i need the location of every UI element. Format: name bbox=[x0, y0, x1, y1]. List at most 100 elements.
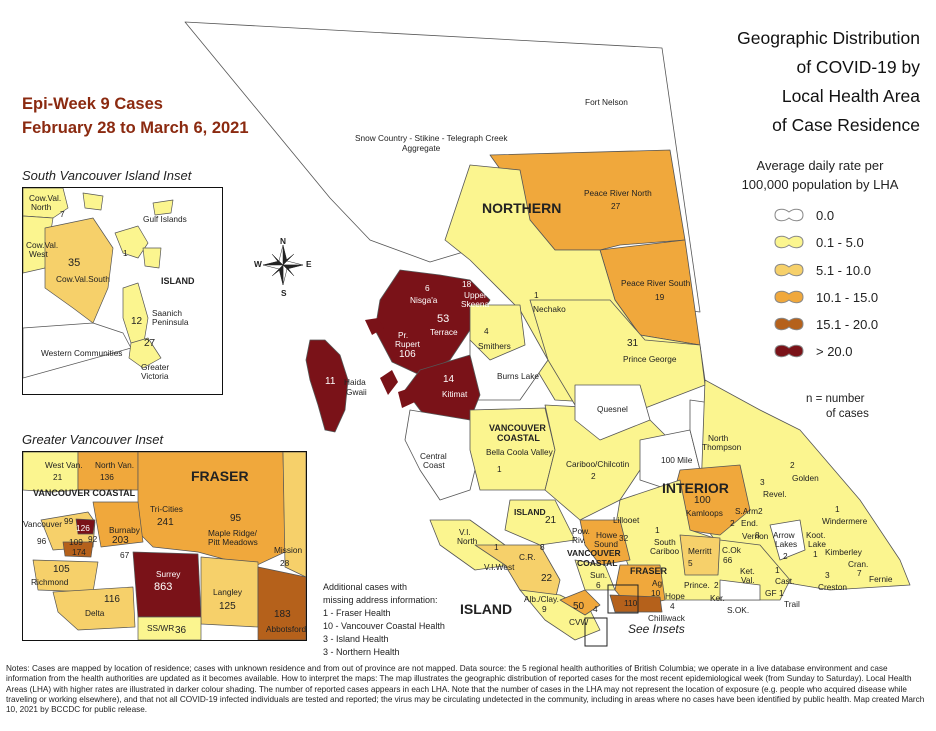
map-lha-smithers bbox=[469, 304, 526, 361]
lha-label-golden: Golden bbox=[792, 473, 819, 483]
gv-count-mission: 28 bbox=[280, 558, 290, 568]
legend-subtitle-line2: 100,000 population by LHA bbox=[741, 177, 899, 192]
region-label-vc-small-line2: COASTAL bbox=[577, 558, 618, 568]
lha-label-fernie: Fernie bbox=[869, 574, 893, 584]
legend-item-label: > 20.0 bbox=[816, 343, 853, 359]
legend-item-label: 5.1 - 10.0 bbox=[816, 262, 871, 278]
lha-count-gf: 1 bbox=[779, 588, 784, 598]
epi-week-line2: February 28 to March 6, 2021 bbox=[22, 119, 249, 137]
lha-label-smithers: Smithers bbox=[478, 341, 511, 351]
lha-label-end: End. bbox=[741, 518, 759, 528]
gv-count-sswr: 36 bbox=[175, 625, 187, 636]
gv-count-richmond: 105 bbox=[53, 564, 70, 575]
legend-item: 5.1 - 10.0 bbox=[772, 261, 871, 279]
gv-count-174: 174 bbox=[72, 547, 86, 557]
map-title: Geographic Distribution of COVID-19 by L… bbox=[660, 24, 920, 140]
lha-label-howe-2: Sound bbox=[594, 539, 618, 549]
additional-line6: 3 - Northern Health bbox=[323, 647, 400, 657]
gv-count-mapleridge: 95 bbox=[230, 513, 242, 524]
gv-label-tricities: Tri-Cities bbox=[150, 504, 183, 514]
map-lha-merritt bbox=[679, 534, 721, 576]
lha-label-kitimat: Kitimat bbox=[442, 389, 468, 399]
lha-label-revel: Revel. bbox=[763, 489, 787, 499]
compass-s: S bbox=[281, 288, 287, 298]
map-lha-fraser-valley bbox=[609, 594, 663, 613]
lha-count-ag: 10 bbox=[651, 588, 661, 598]
lha-label-koot-2: Lake bbox=[808, 539, 826, 549]
gv-label-northvan: North Van. bbox=[95, 460, 135, 470]
gv-label-sswr: SS/WR bbox=[147, 623, 175, 633]
lha-count-arrow: 2 bbox=[783, 551, 788, 561]
lha-label-s-ok: S.OK. bbox=[727, 605, 750, 615]
lha-label-fort-nelson: Fort Nelson bbox=[585, 97, 628, 107]
svi-lha-cowval-north bbox=[23, 188, 69, 219]
lha-count-4: 4 bbox=[593, 604, 598, 614]
lha-count-s-arm: 2 bbox=[758, 506, 763, 516]
legend-swatch bbox=[774, 344, 804, 358]
lha-label-ket-1: Ket. bbox=[740, 566, 755, 576]
lha-label-north-thompson-1: North bbox=[708, 433, 729, 443]
legend-swatch bbox=[774, 290, 804, 304]
svi-label-saanich-2: Peninsula bbox=[152, 317, 189, 327]
lha-count-c-ok: 66 bbox=[723, 555, 733, 565]
map-lha-quesnel bbox=[574, 384, 651, 441]
lha-label-nechako: Nechako bbox=[533, 304, 566, 314]
lha-count-revel: 3 bbox=[760, 477, 765, 487]
lha-count-terrace: 53 bbox=[437, 313, 450, 325]
gv-count-67: 67 bbox=[120, 550, 130, 560]
lha-label-cr: C.R. bbox=[519, 552, 536, 562]
gv-count-delta: 116 bbox=[104, 594, 120, 605]
lha-label-ket-2: Val. bbox=[741, 575, 755, 585]
inset-locator-box-victoria bbox=[584, 617, 608, 647]
lha-label-cariboo: Cariboo/Chilcotin bbox=[566, 459, 630, 469]
lha-label-central-coast-1: Central bbox=[420, 451, 447, 461]
lha-count-cran: 7 bbox=[857, 568, 862, 578]
gv-label-mapleridge-1: Maple Ridge/ bbox=[208, 528, 257, 538]
lha-count-koot: 1 bbox=[813, 549, 818, 559]
legend-swatch bbox=[774, 263, 804, 277]
gv-count-99: 99 bbox=[64, 516, 74, 526]
map-title-line2: of COVID-19 by bbox=[796, 57, 920, 77]
region-label-vc-small-line1: VANCOUVER bbox=[567, 548, 621, 558]
additional-cases-note: Additional cases with missing address in… bbox=[323, 581, 445, 659]
lha-label-pr-rupert-2: Rupert bbox=[395, 339, 420, 349]
map-lha-s-ok bbox=[719, 579, 761, 601]
gv-count-westvan: 21 bbox=[53, 472, 63, 482]
lha-count-peace-south: 19 bbox=[655, 292, 665, 302]
svi-count-cowval-north: 7 bbox=[60, 209, 65, 219]
gv-count-109: 109 bbox=[69, 537, 83, 547]
lha-label-s-arm: S.Arm bbox=[735, 506, 759, 516]
svi-lha-gulf-4 bbox=[142, 247, 162, 269]
region-label-vc-line1: VANCOUVER bbox=[489, 423, 546, 433]
lha-label-upper-skeena-1: Upper bbox=[464, 290, 487, 300]
lha-label-prince-george: Prince George bbox=[623, 354, 677, 364]
gv-region-fraser: FRASER bbox=[191, 468, 249, 484]
lha-count-howe: 32 bbox=[619, 533, 629, 543]
lha-label-s-cariboo-2: Cariboo bbox=[650, 546, 680, 556]
additional-line5: 3 - Island Health bbox=[323, 634, 389, 644]
legend-swatch bbox=[774, 317, 804, 331]
gv-label-delta: Delta bbox=[85, 608, 105, 618]
lha-label-kimberley: Kimberley bbox=[825, 547, 862, 557]
map-lha-vi-yellow bbox=[504, 499, 576, 546]
svi-lha-gulf-1 bbox=[114, 225, 149, 259]
lha-count-cr: 8 bbox=[540, 542, 545, 552]
map-title-line1: Geographic Distribution bbox=[737, 28, 920, 48]
lha-label-c-ok: C.Ok bbox=[722, 545, 741, 555]
svi-label-cowval-south: Cow.Val.South bbox=[56, 274, 110, 284]
inset-locator-box-vancouver bbox=[607, 584, 639, 614]
gv-lha-delta bbox=[52, 586, 136, 631]
see-insets-label: See Insets bbox=[628, 622, 685, 636]
legend-swatch bbox=[774, 208, 804, 222]
lha-count-50: 50 bbox=[573, 601, 585, 612]
lha-count-merritt: 5 bbox=[688, 558, 693, 568]
gv-label-burnaby: Burnaby bbox=[109, 525, 140, 535]
lha-count-prince-george: 31 bbox=[627, 338, 639, 349]
lha-count-nisgaa: 6 bbox=[425, 283, 430, 293]
additional-line4: 10 - Vancouver Coastal Health bbox=[323, 621, 445, 631]
map-title-line3: Local Health Area bbox=[781, 86, 920, 106]
lha-label-bella-coola: Bella Coola Valley bbox=[486, 447, 553, 457]
lha-count-haida: 11 bbox=[325, 376, 336, 387]
lha-label-sun: Sun. bbox=[590, 570, 608, 580]
gv-lha-northvan bbox=[77, 452, 139, 491]
